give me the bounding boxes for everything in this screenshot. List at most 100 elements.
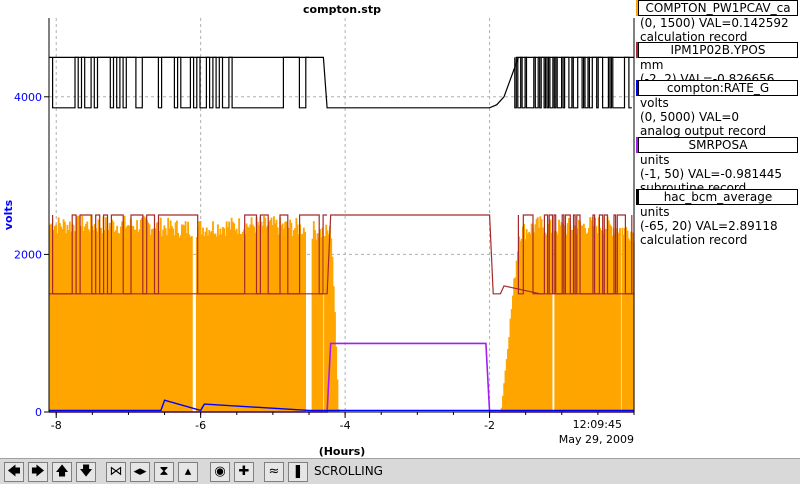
orange-bar [574, 225, 577, 412]
orange-bar [612, 228, 615, 412]
orange-bar [81, 215, 84, 412]
scroll-up-button[interactable]: 🡅 [52, 462, 72, 482]
orange-bar [144, 217, 147, 412]
orange-bar [585, 233, 588, 412]
y-tick-label: 2000 [14, 248, 42, 261]
orange-bar [129, 218, 132, 412]
zoom-out-y-button[interactable]: ▴ [178, 462, 198, 482]
orange-bar [631, 232, 634, 412]
series-line-hac-bcm-average-toggle [52, 56, 309, 109]
orange-bar [325, 224, 328, 412]
orange-bar [520, 238, 523, 412]
orange-bar [601, 230, 604, 412]
orange-bar [175, 220, 178, 412]
orange-bar [72, 225, 75, 412]
zoom-in-x-button[interactable]: ⋈ [106, 462, 126, 482]
orange-bar [163, 225, 166, 412]
orange-bar [576, 228, 579, 412]
orange-bar [204, 231, 207, 412]
orange-bar [85, 223, 87, 412]
add-pv-button[interactable]: ✚ [234, 462, 254, 482]
orange-bar [518, 236, 521, 412]
orange-bar [87, 229, 90, 412]
orange-bar [299, 224, 302, 412]
orange-bar [510, 309, 513, 412]
orange-bar [296, 224, 299, 412]
orange-bar [295, 218, 298, 412]
legend-record: analog output record [640, 124, 767, 138]
orange-bar [246, 226, 249, 412]
orange-bar [536, 217, 539, 412]
orange-bar [76, 216, 79, 412]
orange-bar [52, 229, 55, 412]
orange-bar [529, 233, 532, 412]
legend-units: units [640, 153, 670, 167]
zoom-out-x-button[interactable]: ◂▸ [130, 462, 150, 482]
orange-bar [515, 260, 518, 412]
orange-bar [220, 234, 223, 412]
orange-bar [528, 231, 531, 412]
scroll-down-button[interactable]: 🡇 [76, 462, 96, 482]
orange-bar [549, 219, 552, 412]
orange-bar [580, 225, 583, 412]
orange-bar [223, 228, 226, 412]
orange-bar [269, 220, 272, 412]
orange-bar [304, 231, 307, 412]
orange-bar [600, 230, 603, 412]
zoom-in-y-button[interactable]: ⧗ [154, 462, 174, 482]
orange-bar [266, 225, 269, 412]
orange-bar [235, 228, 238, 412]
orange-bar [283, 228, 285, 412]
orange-bar [287, 228, 290, 412]
orange-bar [546, 224, 549, 412]
orange-bar [330, 238, 333, 412]
orange-bar [278, 234, 280, 412]
orange-bar [548, 226, 550, 412]
scroll-right-button[interactable]: 🡆 [28, 462, 48, 482]
autoscale-button[interactable]: ◉ [210, 462, 230, 482]
orange-bar [56, 233, 59, 412]
orange-bar [326, 230, 329, 412]
series-line-compton-rate-g [49, 399, 634, 412]
orange-bar [123, 215, 126, 412]
legend-range: (0, 5000) VAL=0 [640, 110, 740, 124]
orange-bar [626, 230, 629, 412]
orange-bar [248, 227, 250, 412]
orange-bar [521, 226, 524, 412]
orange-bar [179, 235, 182, 412]
orange-bar [98, 227, 101, 412]
orange-bar [148, 224, 151, 412]
orange-bar [597, 217, 600, 412]
orange-bar [240, 234, 243, 412]
orange-bar [134, 230, 137, 412]
orange-bar [592, 226, 595, 412]
orange-bar [244, 234, 247, 412]
orange-bar [195, 237, 198, 412]
orange-bar [321, 227, 324, 412]
orange-bar [530, 223, 533, 412]
legend-units: mm [640, 58, 664, 72]
orange-bar [565, 234, 568, 412]
orange-bar [503, 383, 506, 412]
orange-bar [564, 225, 567, 412]
x-tick-label: -4 [340, 419, 351, 432]
orange-bar [534, 224, 537, 412]
orange-bar [535, 218, 538, 412]
orange-bar [627, 238, 630, 412]
orange-bar [609, 224, 611, 412]
orange-bar [78, 232, 81, 412]
orange-bar [505, 359, 508, 412]
orange-bar [570, 230, 573, 412]
orange-bar [622, 234, 625, 412]
pause-button[interactable]: ❚ [288, 462, 308, 482]
orange-bar [292, 229, 295, 412]
orange-bar [265, 227, 268, 412]
orange-bar [236, 234, 239, 412]
orange-bar [66, 224, 69, 412]
scroll-left-button[interactable]: 🡄 [4, 462, 24, 482]
chart-style-button[interactable]: ≈ [264, 462, 284, 482]
orange-bar [594, 217, 597, 412]
orange-bar [114, 230, 117, 412]
orange-bar [250, 217, 253, 412]
orange-bar [249, 224, 252, 412]
